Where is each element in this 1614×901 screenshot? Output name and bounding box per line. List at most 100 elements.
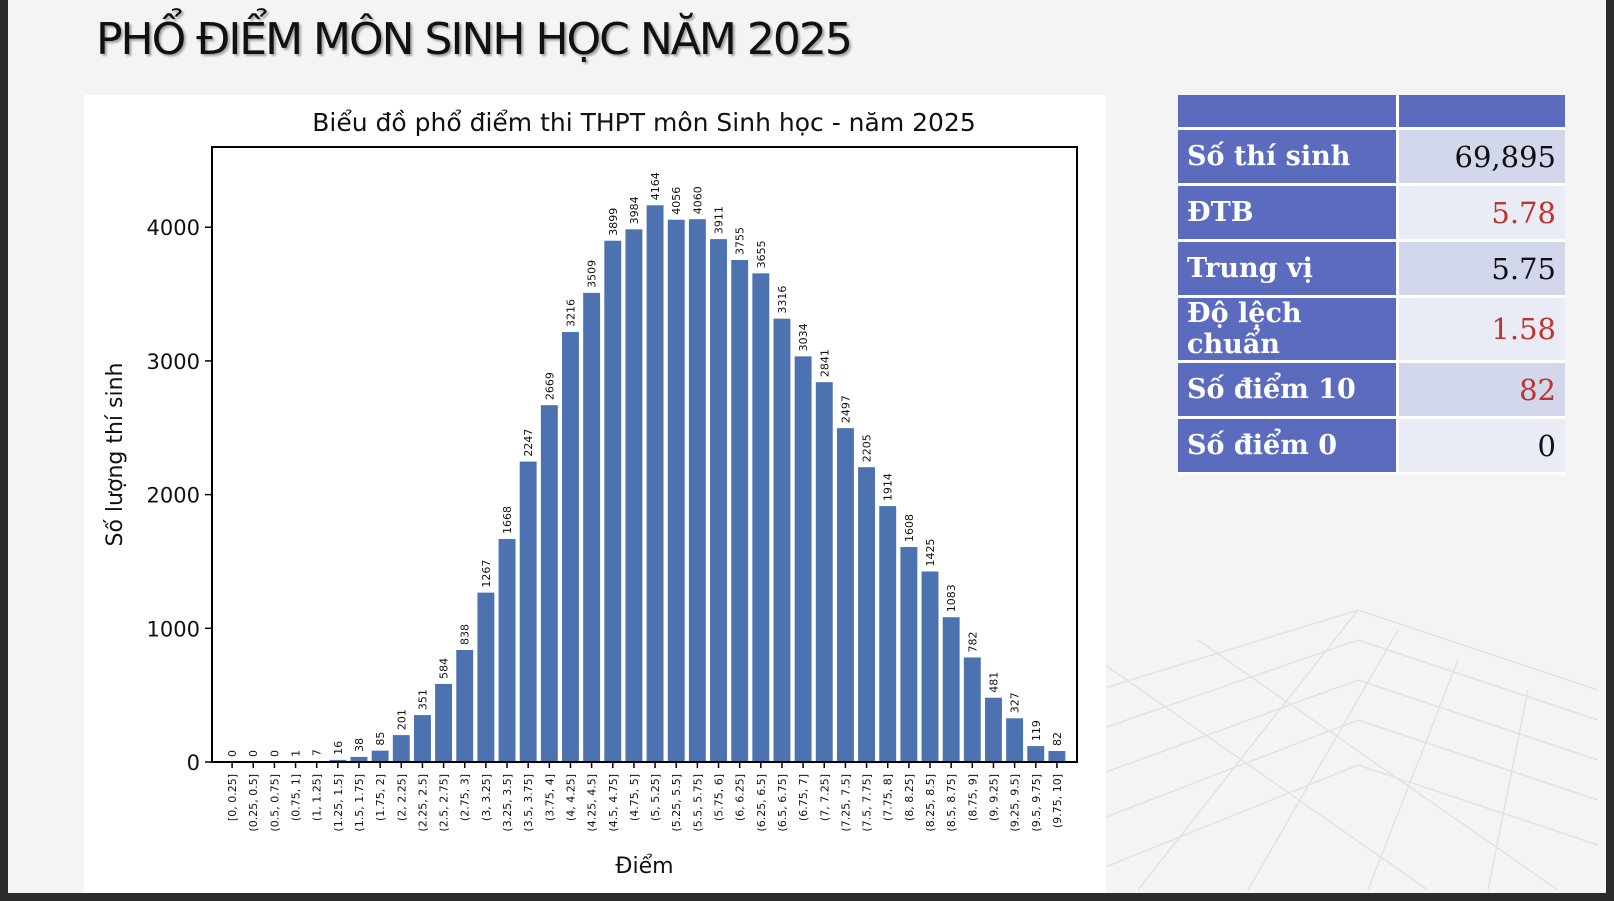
y-tick-label: 1000 [147, 617, 200, 641]
bar-value-label: 2247 [522, 429, 535, 457]
stats-label: Số thí sinh [1178, 130, 1399, 186]
x-tick-label: (5.5, 5.75] [691, 774, 704, 832]
bar-value-label: 3316 [776, 286, 789, 314]
x-axis-label: Điểm [615, 854, 673, 879]
bar [519, 461, 537, 762]
bar [773, 318, 791, 762]
stats-row: Số điểm 10 82 [1178, 363, 1565, 419]
bar-value-label: 2669 [543, 372, 556, 400]
bar [646, 205, 664, 762]
bar-value-label: 3034 [797, 323, 810, 351]
x-tick-label: (2.5, 2.75] [438, 774, 451, 832]
stats-value: 82 [1399, 363, 1565, 419]
bar-value-label: 584 [438, 658, 451, 679]
x-tick-label: (5.25, 5.5] [670, 774, 683, 832]
bar [392, 735, 410, 762]
bar-value-label: 82 [1051, 732, 1064, 746]
stats-value: 1.58 [1399, 298, 1565, 363]
stats-value: 0 [1399, 419, 1565, 475]
bar-value-label: 2841 [818, 349, 831, 377]
bar-value-label: 4164 [649, 172, 662, 200]
x-tick-label: (4.5, 4.75] [607, 774, 620, 832]
bar [710, 239, 727, 762]
header-cell-value [1399, 95, 1565, 130]
bar [477, 592, 495, 762]
bar-value-label: 3984 [628, 196, 641, 224]
x-tick-label: (8.5, 8.75] [945, 774, 958, 832]
bar [456, 649, 474, 762]
bar-value-label: 3755 [734, 227, 747, 255]
bar [985, 697, 1002, 762]
bar-value-label: 1267 [480, 560, 493, 588]
bar-value-label: 1083 [945, 584, 958, 612]
bar-value-label: 0 [226, 750, 239, 757]
bar [371, 750, 389, 762]
x-tick-label: (3.75, 4] [543, 774, 556, 821]
x-tick-label: (0.5, 0.75] [268, 774, 281, 832]
header-cell-label [1178, 95, 1399, 130]
bar [583, 292, 601, 762]
x-tick-label: (1.5, 1.75] [353, 774, 366, 832]
bar-value-label: 119 [1030, 720, 1043, 741]
x-tick-label: (6.75, 7] [797, 774, 810, 821]
bar [667, 219, 685, 762]
x-tick-label: (6.25, 6.5] [755, 774, 768, 832]
x-tick-label: (1.75, 2] [374, 774, 387, 821]
bar [752, 273, 770, 762]
bar-value-label: 4060 [691, 186, 704, 214]
x-tick-label: (7.25, 7.5] [839, 774, 852, 832]
bar-value-label: 3509 [586, 260, 599, 288]
x-tick-label: (9, 9.25] [987, 774, 1000, 821]
bar-value-label: 16 [332, 741, 345, 755]
bar-value-label: 3216 [564, 299, 577, 327]
bar-value-label: 481 [987, 672, 1000, 693]
x-tick-label: (0.25, 0.5] [247, 774, 260, 832]
bar-value-label: 327 [1009, 692, 1022, 713]
bar-value-label: 351 [416, 689, 429, 710]
x-tick-label: (5, 5.25] [649, 774, 662, 821]
x-tick-label: (1.25, 1.5] [332, 774, 345, 832]
bar-value-label: 0 [247, 750, 260, 757]
bar [942, 617, 960, 762]
stats-row: ĐTB 5.78 [1178, 186, 1565, 242]
bar [329, 759, 347, 762]
x-tick-label: (7.75, 8] [882, 774, 895, 821]
bar [1006, 718, 1024, 762]
table-header-row [1178, 95, 1565, 130]
bar-value-label: 2205 [861, 434, 874, 462]
stats-row: Độ lệch chuẩn 1.58 [1178, 298, 1565, 363]
bar-value-label: 3655 [755, 240, 768, 268]
x-tick-label: (3.25, 3.5] [501, 774, 514, 832]
bar [815, 382, 833, 762]
bar-value-label: 1914 [882, 473, 895, 501]
bar-value-label: 201 [395, 709, 408, 730]
x-tick-label: (9.25, 9.5] [1009, 774, 1022, 832]
stats-label: Trung vị [1178, 242, 1399, 298]
y-tick-label: 0 [187, 751, 200, 775]
x-tick-label: (3, 3.25] [480, 774, 493, 821]
stats-label: Số điểm 10 [1178, 363, 1399, 419]
bar-value-label: 1 [290, 750, 303, 757]
slide-title: PHỔ ĐIỂM MÔN SINH HỌC NĂM 2025 [96, 14, 853, 65]
decorative-grid-background [1098, 609, 1598, 890]
chart-title: Biểu đồ phổ điểm thi THPT môn Sinh học -… [312, 108, 976, 137]
stats-value: 69,895 [1399, 130, 1565, 186]
bar [604, 240, 622, 763]
x-tick-label: (8.75, 9] [966, 774, 979, 821]
bar [435, 683, 453, 762]
bar [921, 571, 939, 762]
x-tick-label: (4.75, 5] [628, 774, 641, 821]
bar [688, 219, 706, 762]
x-tick-label: (4, 4.25] [564, 774, 577, 821]
bar-value-label: 838 [459, 624, 472, 645]
y-tick-label: 2000 [147, 484, 200, 508]
stats-row: Số thí sinh 69,895 [1178, 130, 1565, 186]
x-tick-label: (8, 8.25] [903, 774, 916, 821]
x-tick-label: (6.5, 6.75] [776, 774, 789, 832]
bar [413, 715, 431, 762]
bar [562, 332, 579, 762]
statistics-table: Số thí sinh 69,895 ĐTB 5.78 Trung vị 5.75 Độ l… [1178, 95, 1565, 475]
bar-value-label: 2497 [839, 395, 852, 423]
bar [900, 547, 918, 762]
